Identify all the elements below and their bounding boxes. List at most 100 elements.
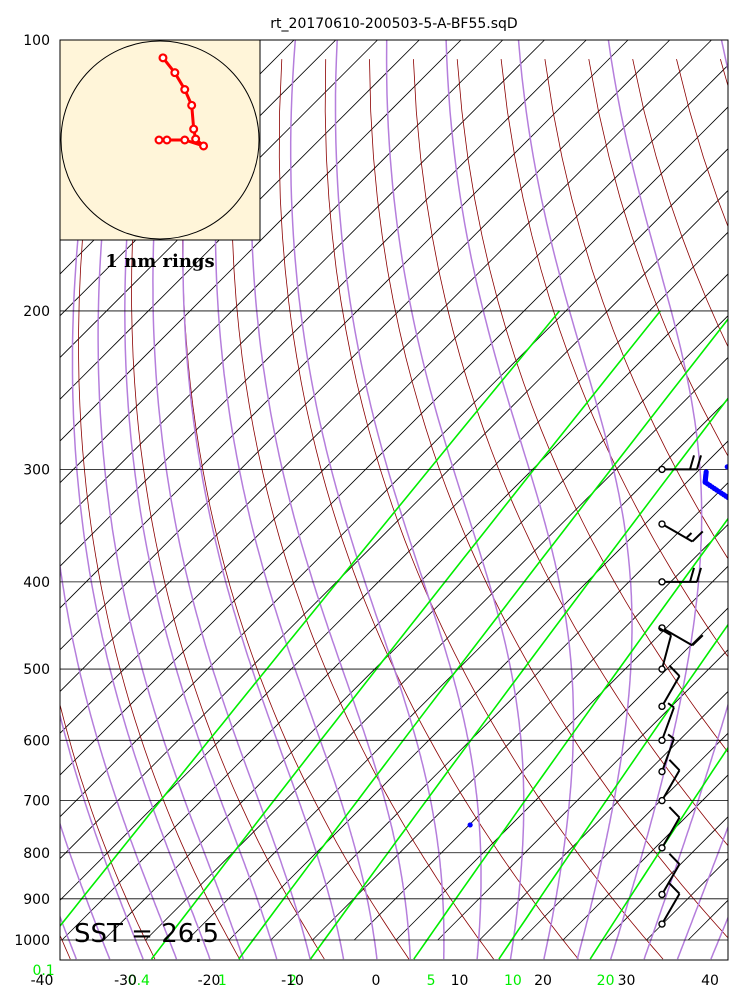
wind-barb-station (658, 736, 666, 745)
dewpoint-point (741, 506, 746, 511)
moist-adiabat-line (97, 40, 245, 960)
wind-barb-flag (689, 455, 695, 470)
dewpoint-point (727, 498, 728, 501)
chart-title: rt_20170610-200503-5-A-BF55.sqD (270, 16, 517, 32)
wind-barb-station (658, 890, 666, 899)
wind-barb (658, 664, 681, 711)
moist-adiabat-line (214, 40, 378, 960)
moist-adiabat-line (334, 40, 482, 960)
mixing-ratio-label: 10 (504, 973, 522, 989)
temperature-tick-label: -10 (281, 973, 304, 989)
pressure-tick-label: 200 (23, 304, 50, 320)
moist-adiabat-line (124, 40, 278, 960)
wind-barb (658, 806, 681, 852)
wind-barb-station (658, 465, 666, 474)
moist-adiabat-line (289, 40, 445, 960)
isotherm-line (353, 565, 728, 941)
dry-adiabat-line (369, 59, 728, 939)
wind-barb-station (658, 665, 666, 673)
wind-barb-flag (696, 455, 702, 470)
wind-barb-staff (661, 817, 681, 849)
pressure-tick-label: 800 (23, 846, 50, 862)
temperature-tick-label: -30 (114, 973, 137, 989)
dewpoint-point (724, 464, 728, 470)
dewpoint-point (737, 503, 742, 508)
isotherm-line (60, 40, 712, 693)
isotherm-line (730, 40, 750, 940)
wind-barb-flag (668, 806, 681, 819)
mixing-ratio-label: 5 (427, 973, 436, 989)
wind-barb-flag (668, 882, 681, 895)
pressure-tick-label: 400 (23, 575, 50, 591)
dewpoint-point (735, 501, 740, 506)
moist-adiabat-line (607, 40, 703, 960)
temperature-tick-label: -20 (198, 973, 221, 989)
pressure-tick-label: 600 (23, 733, 50, 749)
isotherm-line (479, 690, 728, 941)
wind-barb-half-flag (667, 702, 675, 709)
moist-adiabat-line (385, 40, 525, 960)
pressure-tick-label: 100 (23, 33, 50, 49)
temperature-tick-label: 40 (701, 973, 719, 989)
wind-barb-flag (691, 530, 704, 543)
hodograph-point (154, 135, 164, 145)
sst-annotation: SST = 26.5 (74, 919, 219, 949)
mixing-ratio-line (589, 746, 728, 960)
isotherm-line (103, 315, 728, 941)
wind-barb-staff (661, 675, 681, 707)
wind-barb (658, 567, 702, 586)
isotherm-line (61, 273, 728, 941)
mixing-ratio-line (150, 310, 662, 960)
wind-barb-staff (661, 627, 693, 647)
wind-barb-flag (668, 664, 681, 677)
mixing-ratio-line (238, 317, 728, 960)
moist-adiabat-line (250, 40, 412, 960)
hodograph-point (180, 85, 190, 95)
isotherm-line (520, 732, 728, 941)
hodograph-point (199, 141, 209, 151)
wind-barb-staff (661, 707, 675, 741)
moist-adiabat-line (182, 40, 345, 960)
isotherm-line (60, 40, 504, 484)
dewpoint-point (732, 500, 737, 505)
hodograph-label: 1 nm rings (105, 251, 214, 272)
moist-adiabat-line (71, 40, 211, 960)
isotherm-line (228, 440, 728, 941)
dewpoint-point (467, 822, 473, 828)
dry-adiabat-line (413, 59, 728, 847)
pressure-tick-label: 1000 (14, 933, 50, 949)
isotherm-line (60, 40, 462, 442)
wind-barb-staff (661, 769, 681, 802)
wind-barb-flag (696, 567, 702, 583)
isotherm-line (60, 40, 545, 526)
hodograph-point (158, 53, 168, 63)
moist-adiabat-line (60, 40, 178, 960)
dewpoint-point (746, 511, 750, 516)
wind-barb-staff (661, 863, 681, 895)
hodograph-trace (159, 56, 205, 148)
moist-adiabat-line (445, 40, 575, 960)
wind-barb (658, 455, 702, 474)
dry-adiabat-line (231, 59, 494, 960)
wind-barb-station (658, 844, 666, 852)
dewpoint-point (703, 469, 709, 475)
dewpoint-point (739, 504, 744, 509)
wind-barb-half-flag (685, 532, 693, 539)
wind-barb (658, 882, 681, 928)
wind-barb-staff (661, 738, 675, 772)
mixing-ratio-label: 2 (288, 973, 297, 989)
dry-adiabat-line (182, 59, 410, 960)
wind-barb (658, 520, 704, 543)
mixing-ratio-label: 0.1 (32, 963, 54, 979)
wind-barb-station (658, 520, 666, 528)
wind-barb-station (658, 702, 666, 711)
mixing-ratio-label: 0.4 (128, 973, 150, 989)
wind-barb-station (658, 796, 666, 805)
wind-barb (658, 759, 681, 805)
moist-adiabat-line (643, 40, 728, 960)
dry-adiabat-line (456, 59, 728, 753)
isotherm-line (437, 649, 728, 941)
isotherm-line (60, 40, 671, 651)
isotherm-line (60, 40, 420, 400)
wind-barb-station (658, 578, 666, 586)
